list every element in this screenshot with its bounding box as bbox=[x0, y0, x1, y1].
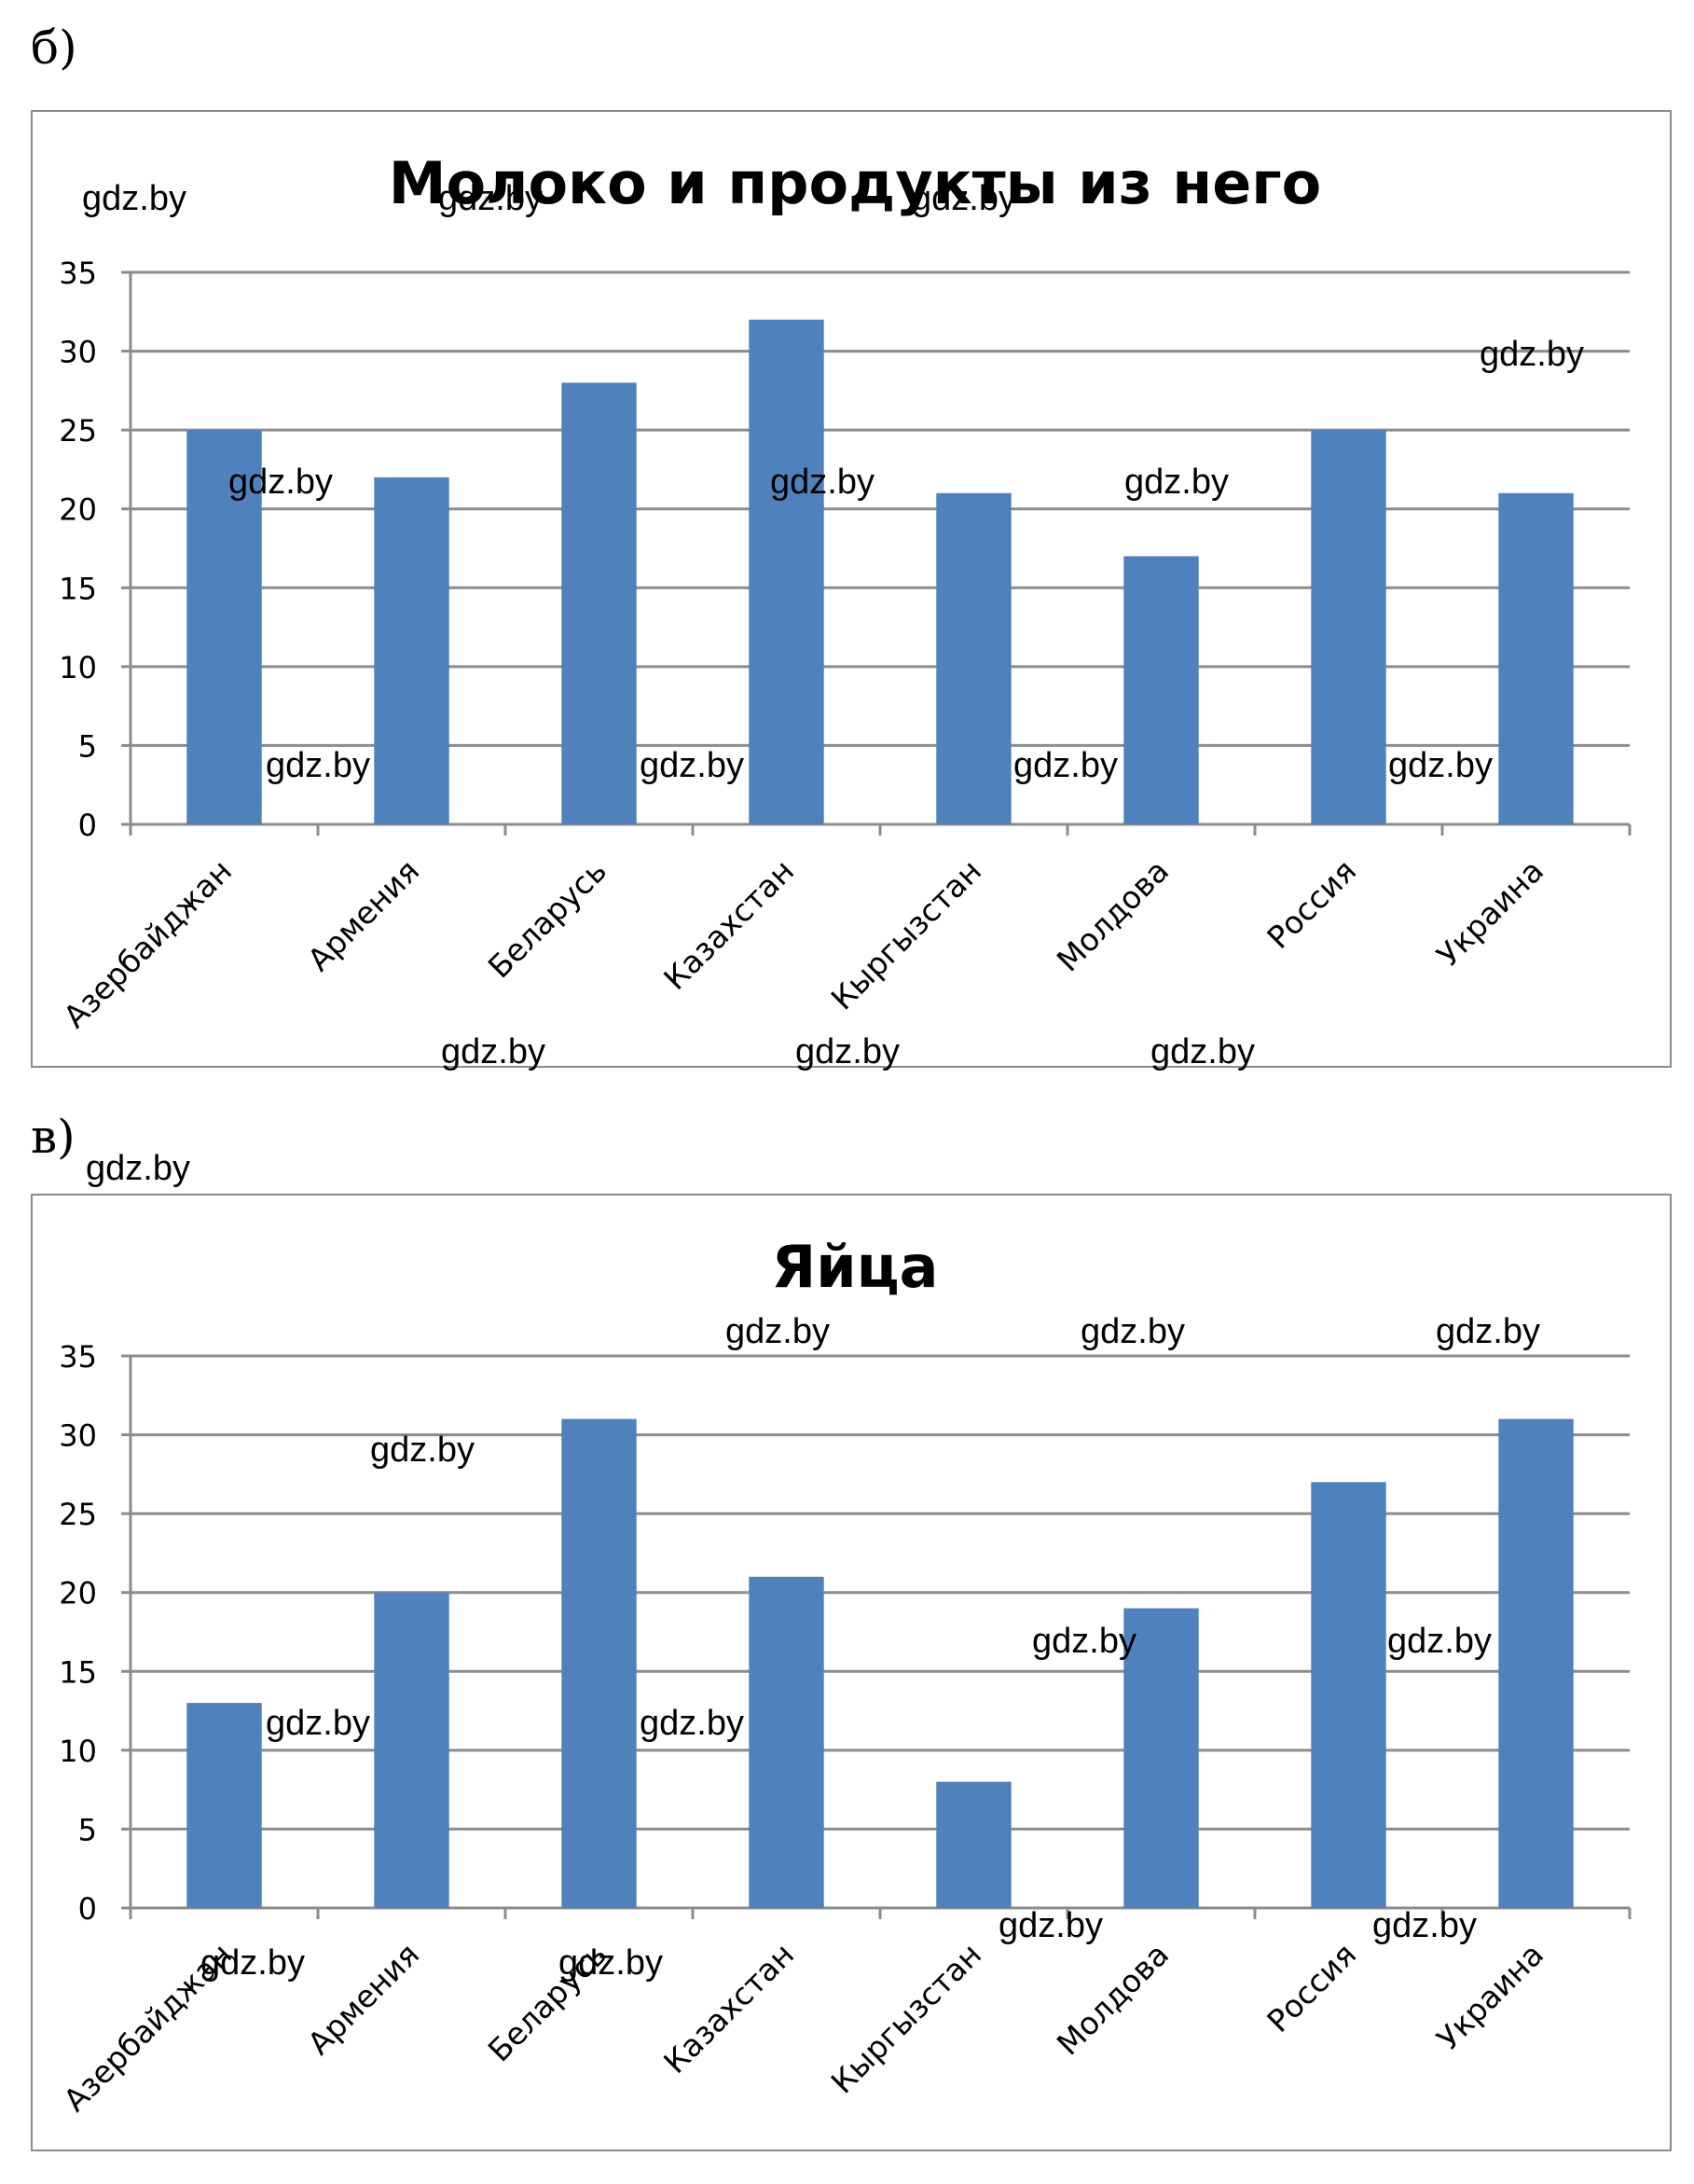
watermark-text: gdz.by bbox=[266, 746, 370, 785]
milk-ytick-label: 10 bbox=[59, 650, 97, 685]
milk-ytick-label: 0 bbox=[78, 808, 97, 843]
section-label-v: в) bbox=[31, 1110, 76, 1164]
milk-category-label: Кыргызстан bbox=[824, 852, 988, 1016]
milk-bar-4 bbox=[749, 319, 824, 824]
watermark-text: gdz.by bbox=[1436, 1312, 1540, 1351]
eggs-ytick-label: 30 bbox=[59, 1418, 97, 1454]
watermark-text: gdz.by bbox=[1372, 1906, 1477, 1945]
watermark-text: gdz.by bbox=[770, 463, 875, 502]
eggs-bar-1 bbox=[186, 1703, 262, 1908]
watermark-text: gdz.by bbox=[1032, 1622, 1136, 1661]
milk-bar-1 bbox=[186, 430, 262, 824]
eggs-category-label: Молдова bbox=[1050, 1936, 1176, 2062]
milk-chart-title: Молоко и продукты из него bbox=[389, 149, 1321, 217]
milk-bar-7 bbox=[1311, 430, 1386, 824]
milk-category-label: Казахстан bbox=[656, 852, 801, 997]
eggs-category-label: Украина bbox=[1429, 1936, 1550, 2057]
milk-category-label: Армения bbox=[300, 852, 426, 978]
eggs-bar-5 bbox=[936, 1781, 1012, 1908]
watermark-text: gdz.by bbox=[200, 1943, 305, 1983]
milk-category-label: Россия bbox=[1260, 852, 1363, 956]
eggs-bar-3 bbox=[561, 1418, 637, 1908]
eggs-ytick-label: 25 bbox=[59, 1497, 97, 1532]
milk-bar-3 bbox=[561, 382, 637, 824]
watermark-text: gdz.by bbox=[1013, 746, 1118, 785]
eggs-ytick-label: 20 bbox=[59, 1576, 97, 1611]
milk-ytick-label: 35 bbox=[59, 256, 97, 291]
watermark-text: gdz.by bbox=[82, 179, 186, 218]
eggs-ytick-label: 0 bbox=[78, 1891, 97, 1927]
watermark-text: gdz.by bbox=[1081, 1312, 1185, 1351]
milk-category-label: Молдова bbox=[1050, 852, 1176, 978]
watermark-text: gdz.by bbox=[640, 1704, 744, 1743]
watermark-text: gdz.by bbox=[370, 1431, 475, 1470]
watermark-text: gdz.by bbox=[1387, 1622, 1492, 1661]
eggs-bar-8 bbox=[1498, 1418, 1574, 1908]
watermark-text: gdz.by bbox=[438, 179, 543, 218]
milk-category-label: Украина bbox=[1429, 852, 1550, 974]
eggs-ytick-label: 15 bbox=[59, 1654, 97, 1690]
milk-ytick-label: 5 bbox=[78, 728, 97, 764]
watermark-text: gdz.by bbox=[228, 463, 333, 502]
watermark-text: gdz.by bbox=[441, 1032, 545, 1071]
eggs-ytick-label: 10 bbox=[59, 1734, 97, 1769]
milk-bar-8 bbox=[1498, 492, 1574, 824]
watermark-text: gdz.by bbox=[640, 746, 744, 785]
eggs-category-label: Кыргызстан bbox=[824, 1936, 988, 2100]
watermark-text: gdz.by bbox=[86, 1149, 190, 1188]
milk-ytick-label: 20 bbox=[59, 492, 97, 528]
milk-bar-6 bbox=[1123, 556, 1199, 824]
milk-category-label: Беларусь bbox=[481, 852, 613, 985]
eggs-bar-2 bbox=[374, 1592, 449, 1908]
watermark-text: gdz.by bbox=[266, 1704, 370, 1743]
milk-bar-5 bbox=[936, 492, 1012, 824]
watermark-text: gdz.by bbox=[912, 179, 1016, 218]
eggs-bar-4 bbox=[749, 1576, 824, 1908]
milk-ytick-label: 15 bbox=[59, 571, 97, 606]
eggs-ytick-label: 5 bbox=[78, 1812, 97, 1847]
watermark-text: gdz.by bbox=[998, 1906, 1103, 1945]
section-label-b: б) bbox=[31, 21, 77, 75]
watermark-text: gdz.by bbox=[1150, 1032, 1255, 1071]
milk-category-label: Азербайджан bbox=[56, 852, 239, 1035]
watermark-text: gdz.by bbox=[1480, 335, 1584, 374]
watermark-text: gdz.by bbox=[1124, 463, 1229, 502]
eggs-category-label: Армения bbox=[300, 1936, 426, 2062]
eggs-ytick-label: 35 bbox=[59, 1339, 97, 1375]
watermark-text: gdz.by bbox=[1388, 746, 1493, 785]
milk-ytick-label: 25 bbox=[59, 413, 97, 449]
watermark-text: gdz.by bbox=[558, 1943, 663, 1983]
eggs-category-label: Россия bbox=[1260, 1936, 1363, 2039]
eggs-chart-title: Яйца bbox=[772, 1233, 939, 1301]
milk-bar-2 bbox=[374, 477, 449, 824]
eggs-bar-7 bbox=[1311, 1482, 1386, 1908]
eggs-category-label: Казахстан bbox=[656, 1936, 801, 2080]
watermark-text: gdz.by bbox=[725, 1312, 830, 1351]
eggs-bar-6 bbox=[1123, 1608, 1199, 1908]
milk-ytick-label: 30 bbox=[59, 335, 97, 370]
watermark-text: gdz.by bbox=[795, 1032, 900, 1071]
